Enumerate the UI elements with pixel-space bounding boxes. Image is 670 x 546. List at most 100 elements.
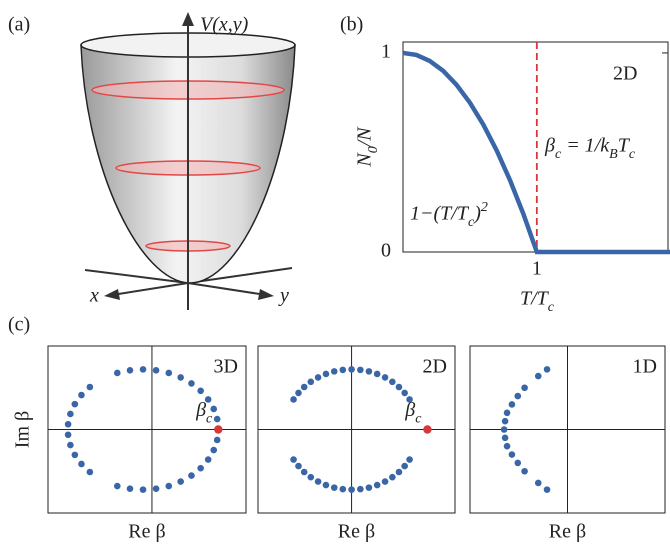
zero-point xyxy=(534,372,542,380)
y-axis-title: Im β xyxy=(12,411,34,448)
x-axis-label: x xyxy=(89,285,99,307)
zero-point xyxy=(406,456,413,463)
y-axis-title: N0/N xyxy=(354,126,381,168)
zero-point xyxy=(188,472,195,479)
zero-point xyxy=(543,366,551,373)
zero-point xyxy=(543,486,551,493)
annotation: βc = 1/kBTc xyxy=(544,135,636,162)
zero-point xyxy=(67,410,74,418)
zero-point xyxy=(78,391,85,399)
x-axis-title: Re β xyxy=(549,521,586,543)
zero-point xyxy=(64,420,72,428)
zero-point xyxy=(503,409,511,417)
zero-point xyxy=(381,374,389,381)
zero-point xyxy=(521,384,528,392)
zero-point xyxy=(204,456,212,463)
x-tick-label: 1 xyxy=(532,258,542,280)
y-tick-label: 1 xyxy=(381,41,391,63)
critical-point xyxy=(423,425,432,434)
zero-point xyxy=(152,485,160,493)
zero-point xyxy=(521,467,528,475)
panel-label: (b) xyxy=(340,14,363,36)
zero-point xyxy=(314,478,322,485)
plot-label: 1D xyxy=(633,356,657,378)
zero-point xyxy=(67,441,74,449)
zero-point xyxy=(357,485,364,493)
zero-point xyxy=(395,468,403,476)
zero-point xyxy=(86,383,94,391)
zero-point xyxy=(126,366,134,374)
paraboloid-diagram xyxy=(80,12,296,310)
zero-point xyxy=(165,369,173,377)
zero-point xyxy=(348,366,355,373)
zero-point xyxy=(197,464,204,472)
zero-point xyxy=(339,485,347,493)
zero-point xyxy=(197,387,204,395)
zero-point xyxy=(373,481,381,489)
zero-point xyxy=(395,383,403,391)
zero-point xyxy=(126,485,134,493)
plot-label: 2D xyxy=(423,356,447,378)
zero-point xyxy=(373,370,381,378)
zero-point xyxy=(501,434,509,442)
zero-point xyxy=(290,456,297,463)
zero-point xyxy=(177,374,184,381)
zero-point xyxy=(322,370,330,378)
zero-point xyxy=(71,400,79,408)
zero-point xyxy=(503,442,511,450)
zero-point xyxy=(177,478,184,485)
zero-point xyxy=(152,366,160,374)
x-axis-title: Re β xyxy=(338,521,375,543)
zero-point xyxy=(365,368,373,375)
zero-point xyxy=(213,415,221,423)
zero-point xyxy=(501,417,509,425)
annotation: 2D xyxy=(613,63,637,85)
zero-point xyxy=(339,366,347,374)
zero-point xyxy=(389,378,396,386)
y-tick-label: 0 xyxy=(381,240,391,262)
zero-point xyxy=(165,482,173,490)
critical-point xyxy=(214,425,223,434)
zero-point xyxy=(114,369,121,377)
zero-point xyxy=(210,446,218,454)
zero-point xyxy=(322,481,330,489)
zero-point xyxy=(139,366,147,373)
zero-point xyxy=(307,378,315,386)
zero-point xyxy=(71,451,79,459)
zero-point xyxy=(514,392,522,400)
zero-point xyxy=(534,479,542,487)
zero-point xyxy=(401,462,408,470)
zero-point xyxy=(508,401,516,408)
zero-point xyxy=(307,473,315,481)
y-axis-label: y xyxy=(278,285,289,307)
curve xyxy=(402,50,670,255)
zero-point xyxy=(295,389,302,397)
zero-point xyxy=(314,374,322,381)
zero-point xyxy=(348,486,355,493)
zero-point xyxy=(389,473,396,481)
zero-point xyxy=(381,478,389,485)
zero-point xyxy=(365,484,373,491)
z-axis-label: V(x,y) xyxy=(200,14,249,36)
zero-point xyxy=(213,436,221,444)
zero-point xyxy=(357,366,364,374)
annotation: 1−(T/Tc)2 xyxy=(410,200,488,230)
zero-point xyxy=(295,462,302,470)
zero-point xyxy=(86,468,94,476)
zero-point xyxy=(78,460,85,468)
zero-point xyxy=(330,484,338,491)
zero-point xyxy=(401,389,408,397)
zero-point xyxy=(500,426,508,433)
zero-point xyxy=(514,459,522,467)
zero-point xyxy=(330,368,338,375)
panel-label: (c) xyxy=(8,314,30,336)
critical-point-label: βc xyxy=(195,399,213,426)
zero-point xyxy=(114,482,121,490)
zero-point xyxy=(290,396,297,403)
panel-label: (a) xyxy=(8,14,30,36)
zero-point xyxy=(204,396,212,403)
zero-point xyxy=(64,431,72,439)
zero-point xyxy=(508,451,516,458)
zero-point xyxy=(300,468,308,476)
